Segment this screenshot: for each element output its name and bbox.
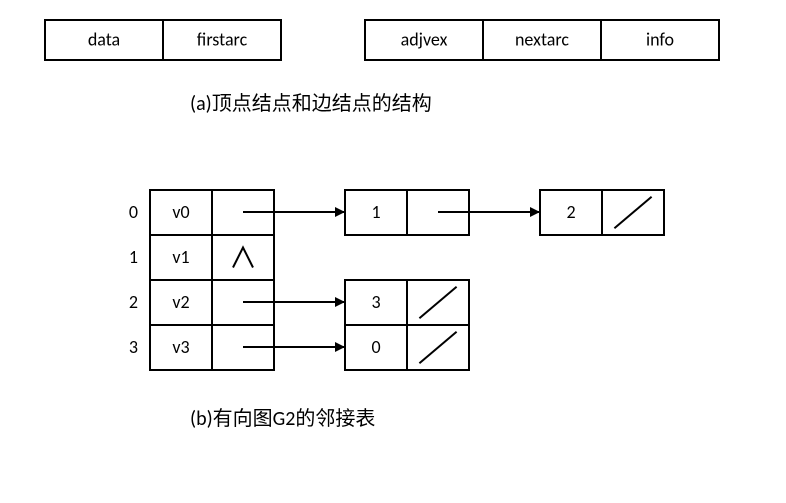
vertex-data-3: v3 [172,336,189,358]
arc-val-0: 1 [371,201,380,223]
arc-val-3: 0 [371,336,380,358]
vertex-index-2: 2 [129,291,138,313]
vertex-node-struct-label-1: firstarc [197,28,248,50]
arc-node-struct-label-2: info [646,28,674,50]
arrow-1-head [530,207,540,217]
vertex-index-3: 3 [129,336,138,358]
arc-node-struct-label-1: nextarc [515,28,569,50]
vertex-index-0: 0 [129,201,138,223]
vertex-firstarc-cell-1 [212,235,274,280]
arc-val-1: 2 [566,201,575,223]
arc-val-2: 3 [371,291,380,313]
arrow-2-head [335,297,345,307]
arc-next-slash-2 [419,287,456,319]
vertex-node-struct-label-0: data [88,28,120,50]
null-caret-1 [233,248,253,268]
vertex-data-2: v2 [172,291,189,313]
arrow-0-head [335,207,345,217]
arc-next-slash-3 [419,332,456,364]
caption-a: (a)顶点结点和边结点的结构 [190,92,432,116]
arrow-3-head [335,342,345,352]
arc-node-struct-label-0: adjvex [401,28,448,50]
vertex-data-0: v0 [172,201,189,223]
vertex-index-1: 1 [129,246,138,268]
diagram-canvas: data firstarc adjvex nextarc info (a)顶点结点和边结点… [0,0,786,503]
arc-next-slash-1 [614,197,651,229]
vertex-data-1: v1 [172,246,189,268]
caption-b: (b)有向图G2的邻接表 [190,407,375,431]
